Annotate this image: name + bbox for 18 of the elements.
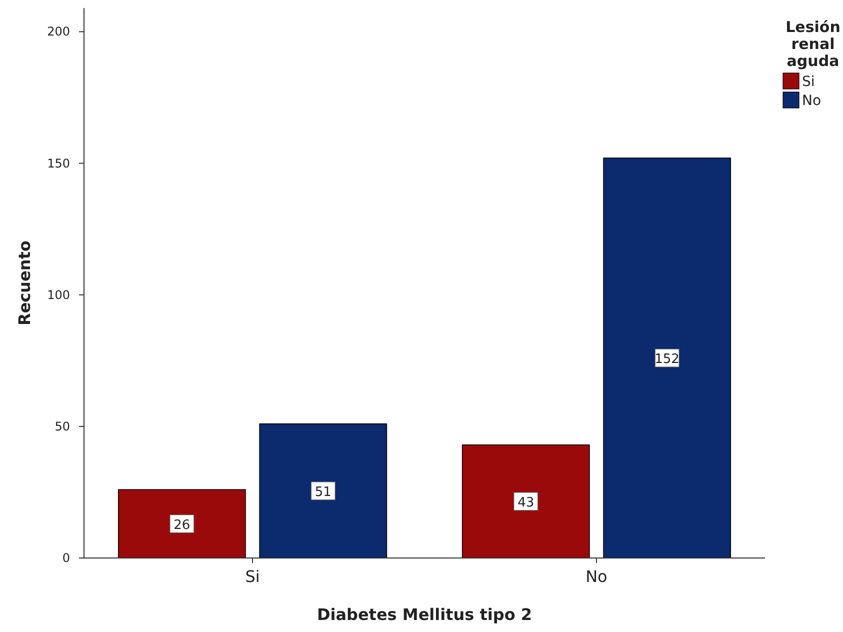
bar	[603, 158, 732, 558]
y-tick-label: 0	[62, 551, 70, 565]
x-axis-title: Diabetes Mellitus tipo 2	[316, 605, 532, 624]
bar	[259, 423, 388, 558]
y-tick-label: 100	[47, 288, 70, 302]
legend-label: No	[802, 93, 822, 109]
legend-title: Lesión renal aguda	[786, 18, 840, 70]
data-label: 51	[314, 484, 332, 500]
y-axis-title: Recuento	[15, 240, 34, 326]
bar	[118, 489, 246, 558]
data-label: 26	[174, 518, 190, 533]
data-label: 152	[654, 352, 680, 367]
y-tick-label: 200	[47, 24, 70, 39]
data-label: 43	[518, 495, 534, 510]
y-tick-label: 50	[54, 419, 70, 434]
legend-label: Si	[802, 74, 815, 90]
bar	[462, 444, 590, 558]
y-tick-label: 150	[47, 156, 70, 170]
